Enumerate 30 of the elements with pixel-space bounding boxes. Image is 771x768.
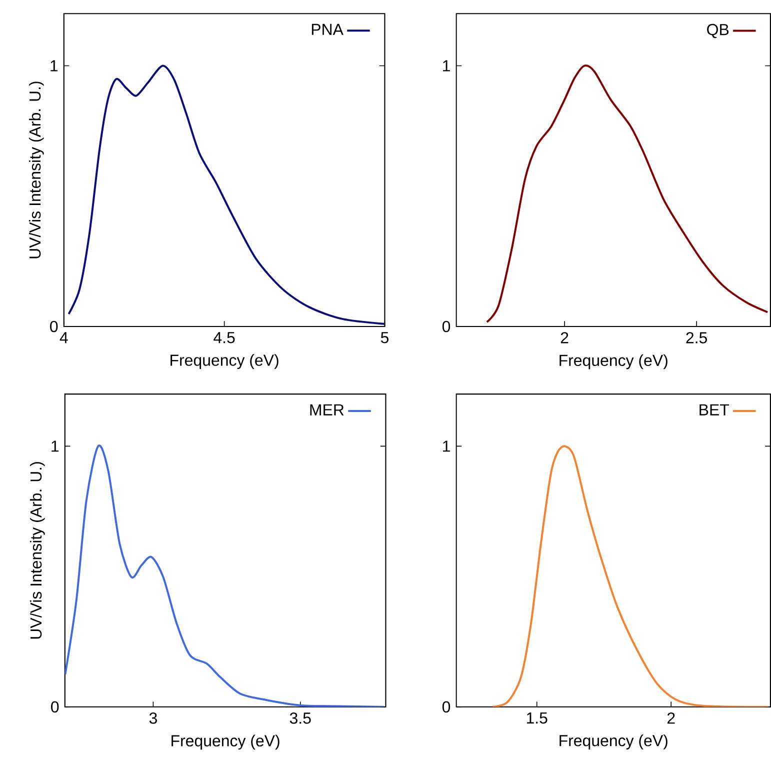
legend-label: BET: [700, 404, 730, 416]
x-axis-title: Frequency (eV): [560, 734, 668, 750]
legend-label: MER: [310, 404, 344, 416]
y-axis-title: UV/Vis Intensity (Arb. U.): [30, 462, 45, 639]
y-axis-title: UV/Vis Intensity (Arb. U.): [28, 82, 44, 258]
x-tick-label: 2.5: [686, 332, 707, 344]
legend-label: PNA: [312, 24, 344, 36]
x-tick-label: 2: [667, 712, 675, 724]
line-series: [486, 64, 769, 324]
line-series: [492, 445, 770, 707]
x-tick-label: 1.5: [526, 712, 548, 724]
x-axis-title: Frequency (eV): [172, 734, 280, 750]
x-tick-label: 3.5: [290, 712, 311, 724]
x-tick-label: 3: [149, 712, 157, 724]
line-series: [68, 64, 385, 325]
y-tick-label: 0: [50, 320, 58, 332]
y-tick-label: 1: [52, 440, 59, 452]
y-tick-label: 0: [442, 320, 450, 332]
x-tick-label: 4.5: [214, 332, 235, 344]
y-tick-label: 1: [443, 60, 450, 72]
y-tick-label: 1: [443, 440, 450, 452]
legend-label: QB: [707, 24, 729, 38]
x-tick-label: 4: [60, 332, 68, 344]
x-axis-title: Frequency (eV): [170, 354, 278, 370]
x-axis-title: Frequency (eV): [560, 354, 668, 370]
y-tick-label: 0: [442, 701, 450, 713]
y-tick-label: 1: [50, 60, 58, 72]
y-tick-label: 0: [51, 701, 59, 713]
x-tick-label: 2: [560, 332, 568, 344]
x-tick-label: 5: [380, 332, 388, 344]
